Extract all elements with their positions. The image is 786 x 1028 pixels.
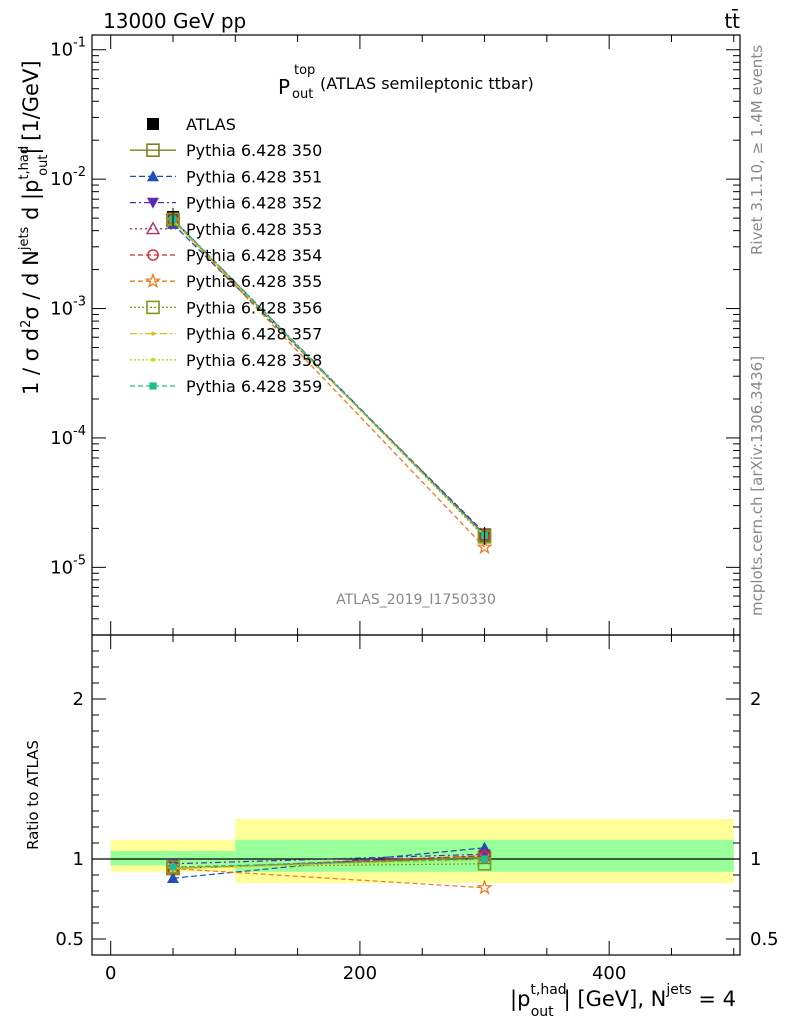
main-ytick-label: 10-3 xyxy=(50,295,86,320)
legend-label: Pythia 6.428 354 xyxy=(186,246,322,265)
ratio-point-pythia-6-428-351-0 xyxy=(167,872,179,883)
main-ytick-label: 10-1 xyxy=(50,36,86,61)
main-line-pythia-6-428-355 xyxy=(172,219,486,548)
svg-text:P: P xyxy=(278,75,290,99)
main-line-pythia-6-428-359 xyxy=(172,218,486,537)
ratio-point-pythia-6-428-359-0 xyxy=(169,863,177,871)
xlabel: |pt,had out| [GeV], Njets = 4 xyxy=(510,982,736,1020)
legend-entry-pythia-6-428-355: Pythia 6.428 355 xyxy=(130,272,322,291)
legend-title-sup: top xyxy=(294,63,315,78)
ratio-line-pythia-6-428-355 xyxy=(172,868,485,889)
ratio-ytick-label: 0.5 xyxy=(55,929,84,950)
legend-entry-pythia-6-428-351: Pythia 6.428 351 xyxy=(130,167,322,186)
legend-marker xyxy=(145,221,161,235)
legend-label: Pythia 6.428 357 xyxy=(186,325,322,344)
ratio-ylabel: Ratio to ATLAS xyxy=(24,740,42,850)
legend-title-sub: out xyxy=(292,87,313,102)
rivet-version-label: Rivet 3.1.10, ≥ 1.4M events xyxy=(748,45,766,255)
legend-entry-pythia-6-428-350: Pythia 6.428 350 xyxy=(130,141,322,160)
legend-marker xyxy=(147,118,159,130)
legend-marker xyxy=(151,357,155,362)
legend-label: Pythia 6.428 350 xyxy=(186,141,322,160)
ratio-ytick-label-right: 2 xyxy=(750,689,761,710)
main-point-pythia-6-428-355-1 xyxy=(476,538,493,555)
main-ytick-label: 10-4 xyxy=(50,424,86,449)
legend-marker xyxy=(147,249,159,261)
ratio-xtick-label: 400 xyxy=(592,963,626,984)
legend-marker xyxy=(146,300,160,315)
legend-label: Pythia 6.428 353 xyxy=(186,220,322,239)
legend-entry-atlas: ATLAS xyxy=(147,115,236,134)
main-ytick-label: 10-5 xyxy=(50,553,86,578)
mcplots-label: mcplots.cern.ch [arXiv:1306.3436] xyxy=(748,356,766,616)
legend-label: Pythia 6.428 358 xyxy=(186,351,322,370)
ratio-point-pythia-6-428-356-0 xyxy=(166,860,180,874)
legend-entry-pythia-6-428-358: Pythia 6.428 358 xyxy=(130,351,322,370)
main-ytick-label: 10-2 xyxy=(50,165,86,190)
legend-title-main: P xyxy=(278,75,290,99)
legend-marker xyxy=(147,170,159,182)
process-label: tt̄ xyxy=(724,8,740,33)
ratio-line-pythia-6-428-359 xyxy=(172,858,485,868)
ratio-point-pythia-6-428-359-1 xyxy=(480,855,489,863)
legend-label: Pythia 6.428 351 xyxy=(186,167,322,186)
ratio-frame xyxy=(91,634,741,956)
analysis-id: ATLAS_2019_I1750330 xyxy=(336,592,496,608)
ratio-xtick-label: 200 xyxy=(343,963,377,984)
legend-marker xyxy=(146,143,160,157)
legend-label: Pythia 6.428 356 xyxy=(186,298,322,317)
ratio-xtick-label: 0 xyxy=(105,963,116,984)
ratio-ytick-label: 1 xyxy=(73,849,84,870)
energy-label: 13000 GeV pp xyxy=(103,9,246,33)
legend-entry-pythia-6-428-357: Pythia 6.428 357 xyxy=(130,325,322,344)
legend-entry-pythia-6-428-354: Pythia 6.428 354 xyxy=(130,246,322,265)
legend-label: Pythia 6.428 355 xyxy=(186,272,322,291)
legend: ATLAS Pythia 6.428 350 Pythia 6.428 351 Pyt… xyxy=(130,115,322,396)
ratio-ytick-label: 2 xyxy=(73,689,84,710)
legend-label: ATLAS xyxy=(186,115,236,134)
ratio-point-pythia-6-428-355-1 xyxy=(476,879,493,895)
legend-label: Pythia 6.428 352 xyxy=(186,194,322,213)
ratio-inner-band-0 xyxy=(110,851,236,866)
legend-title-rest: (ATLAS semileptonic ttbar) xyxy=(320,74,534,93)
legend-label: Pythia 6.428 359 xyxy=(186,377,322,396)
legend-title: P top out (ATLAS semileptonic ttbar) xyxy=(278,63,534,102)
ratio-ytick-label-right: 0.5 xyxy=(750,929,779,950)
legend-entry-pythia-6-428-352: Pythia 6.428 352 xyxy=(130,194,322,213)
legend-entry-pythia-6-428-359: Pythia 6.428 359 xyxy=(130,377,322,396)
legend-marker xyxy=(149,382,157,390)
legend-entry-pythia-6-428-356: Pythia 6.428 356 xyxy=(130,298,322,317)
ratio-plot-panel: 0 200 400 0.5 0.5 1 1 2 2 xyxy=(55,634,779,984)
legend-marker xyxy=(144,272,162,289)
legend-marker xyxy=(151,331,155,336)
legend-entry-pythia-6-428-353: Pythia 6.428 353 xyxy=(130,220,322,239)
ratio-line-pythia-6-428-352 xyxy=(172,853,485,865)
legend-marker xyxy=(147,197,159,209)
upper-ylabel: 1 / σ d2σ / d Njets d |pt,had out| [1/GeV… xyxy=(17,60,51,395)
ratio-ytick-label-right: 1 xyxy=(750,849,761,870)
main-plot-panel: 10-5 10-4 10-3 10-2 10-1 xyxy=(50,34,741,636)
